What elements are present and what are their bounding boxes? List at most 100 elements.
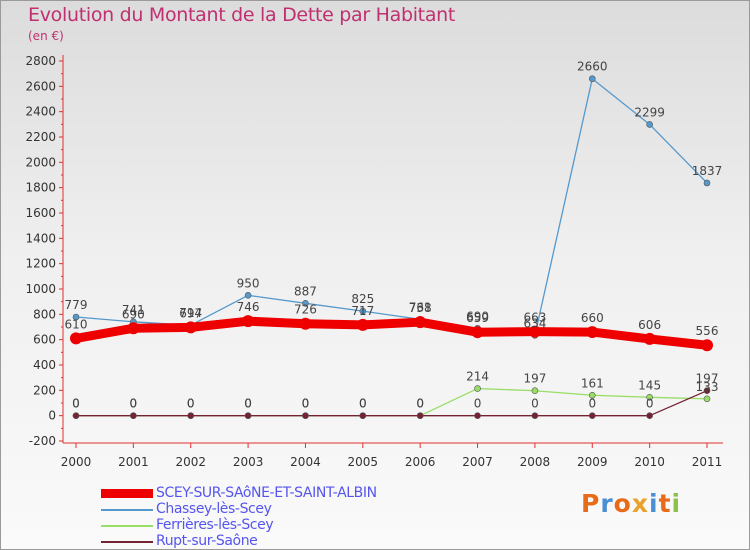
logo-letter: o xyxy=(613,489,632,518)
data-label-2: 133 xyxy=(696,380,719,394)
data-label-3: 0 xyxy=(416,397,424,411)
x-tick-label: 2004 xyxy=(290,455,321,469)
x-tick-label: 2001 xyxy=(118,455,149,469)
data-point-1 xyxy=(359,307,367,315)
data-point-1 xyxy=(72,313,80,321)
data-label-2: 0 xyxy=(416,397,424,411)
legend-label-rupt: Rupt-sur-Saône xyxy=(156,533,258,549)
data-point-0 xyxy=(127,322,140,335)
y-tick-label: 1000 xyxy=(25,282,56,296)
data-point-3 xyxy=(646,412,653,419)
logo-letter: i xyxy=(649,489,659,518)
data-label-1: 779 xyxy=(65,298,88,312)
legend-swatch-rupt xyxy=(101,541,153,543)
x-tick-label: 2010 xyxy=(634,455,665,469)
data-point-2 xyxy=(474,385,481,392)
data-label-1: 2299 xyxy=(634,105,665,119)
data-label-1: 825 xyxy=(351,292,374,306)
data-label-2: 0 xyxy=(244,397,252,411)
data-point-0 xyxy=(586,326,599,339)
y-tick-label: 1400 xyxy=(25,231,56,245)
y-tick-label: 2800 xyxy=(25,54,56,68)
data-label-1: 741 xyxy=(122,303,145,317)
data-label-2: 0 xyxy=(72,397,80,411)
x-tick-label: 2007 xyxy=(462,455,493,469)
data-point-3 xyxy=(130,412,137,419)
data-point-3 xyxy=(416,412,424,419)
data-point-1 xyxy=(646,121,653,128)
legend-label-scey: SCEY-SUR-SAôNE-ET-SAINT-ALBIN xyxy=(156,485,377,501)
x-tick-label: 2005 xyxy=(348,455,379,469)
data-point-2 xyxy=(703,395,711,403)
logo-letter: P xyxy=(581,489,601,518)
data-label-0: 738 xyxy=(409,301,432,315)
y-tick-label: 2600 xyxy=(25,79,56,93)
legend-label-chassey: Chassey-lès-Scey xyxy=(156,501,272,517)
y-tick-label: 1200 xyxy=(25,257,56,271)
series-line-2 xyxy=(75,387,708,417)
data-label-2: 145 xyxy=(638,378,661,392)
data-label-3: 0 xyxy=(72,397,80,411)
data-label-2: 0 xyxy=(302,397,310,411)
x-tick-label: 2008 xyxy=(520,455,551,469)
data-label-3: 0 xyxy=(588,397,596,411)
data-point-0 xyxy=(701,339,713,352)
data-label-2: 214 xyxy=(466,370,489,384)
x-tick-label: 2002 xyxy=(175,455,206,469)
data-label-3: 0 xyxy=(359,397,367,411)
logo-letter: i xyxy=(671,489,682,518)
data-label-2: 0 xyxy=(359,397,367,411)
data-label-0: 717 xyxy=(351,304,374,318)
data-point-3 xyxy=(302,412,309,419)
x-tick-label: 2003 xyxy=(233,455,264,469)
y-tick-label: 600 xyxy=(33,333,56,347)
data-label-3: 0 xyxy=(531,397,539,411)
data-point-0 xyxy=(242,315,255,328)
data-label-1: 634 xyxy=(523,316,546,330)
data-point-3 xyxy=(531,412,539,419)
data-label-1: 950 xyxy=(237,276,260,290)
data-label-1: 1837 xyxy=(692,164,723,178)
x-tick-label: 2006 xyxy=(405,455,436,469)
data-label-3: 0 xyxy=(646,397,654,411)
data-point-0 xyxy=(356,318,369,331)
data-point-1 xyxy=(703,179,711,187)
data-label-0: 746 xyxy=(237,300,260,314)
data-label-1: 887 xyxy=(294,284,317,298)
data-point-0 xyxy=(471,326,484,339)
data-label-0: 663 xyxy=(523,311,546,325)
data-label-3: 0 xyxy=(187,397,195,411)
data-label-0: 726 xyxy=(294,303,317,317)
data-point-1 xyxy=(244,292,252,299)
data-label-3: 197 xyxy=(696,372,719,386)
proxiti-logo: Proxiti xyxy=(581,489,681,518)
data-label-0: 660 xyxy=(581,311,604,325)
data-label-3: 0 xyxy=(244,397,252,411)
data-point-1 xyxy=(588,75,596,83)
data-point-3 xyxy=(359,412,367,419)
y-tick-label: 1600 xyxy=(25,206,56,220)
x-tick-label: 2000 xyxy=(61,455,92,469)
series-line-1 xyxy=(75,78,708,337)
data-label-0: 610 xyxy=(65,317,88,331)
y-tick-label: 400 xyxy=(33,358,56,372)
legend-swatch-chassey xyxy=(101,509,153,511)
logo-letter: x xyxy=(631,489,649,518)
y-tick-label: 1800 xyxy=(25,181,56,195)
legend-swatch-scey xyxy=(101,489,153,498)
y-tick-label: 2000 xyxy=(25,155,56,169)
data-point-3 xyxy=(72,412,80,419)
data-label-1: 761 xyxy=(409,300,432,314)
data-label-1: 690 xyxy=(466,309,489,323)
data-label-3: 0 xyxy=(474,397,482,411)
series-line-3 xyxy=(75,390,708,417)
data-label-3: 0 xyxy=(130,397,138,411)
logo-letter: t xyxy=(658,489,672,518)
y-tick-label: 2200 xyxy=(25,130,56,144)
data-label-0: 606 xyxy=(638,318,661,332)
data-point-0 xyxy=(528,325,541,338)
y-tick-label: 200 xyxy=(33,383,56,397)
data-point-3 xyxy=(244,412,252,419)
